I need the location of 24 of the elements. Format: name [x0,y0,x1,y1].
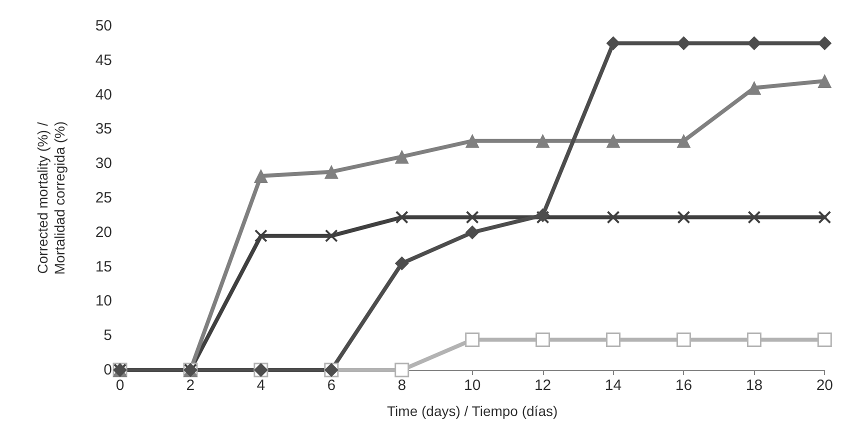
y-tick-label: 30 [95,155,112,172]
x-tick-label: 18 [746,377,763,394]
x-tick-label: 2 [186,377,195,394]
y-tick-label: 40 [95,86,112,104]
y-axis-title: Corrected mortality (%) / Mortalidad corregida (%) [34,121,68,275]
x-tick-label: 20 [816,377,833,394]
x-tick-label: 0 [116,377,124,394]
y-tick-label: 25 [95,190,112,206]
y-tick-label: 35 [95,120,112,138]
x-tick-label: 14 [604,377,622,394]
y-tick-label: 10 [95,292,112,310]
x-tick-label: 16 [675,377,692,394]
x-tick-label: 10 [464,377,481,394]
y-tick-label: 0 [104,362,112,378]
y-tick-label: 45 [95,52,112,69]
y-tick-label: 50 [95,18,112,34]
x-axis-title: Time (days) / Tiempo (días) [387,403,558,419]
y-tick-label: 20 [95,224,112,241]
x-tick-label: 12 [534,377,552,394]
y-tick-label: 5 [104,327,112,344]
x-tick-label: 8 [398,377,406,394]
y-tick-label: 15 [95,258,112,276]
x-tick-label: 6 [327,377,336,394]
x-tick-label: 4 [256,377,266,394]
